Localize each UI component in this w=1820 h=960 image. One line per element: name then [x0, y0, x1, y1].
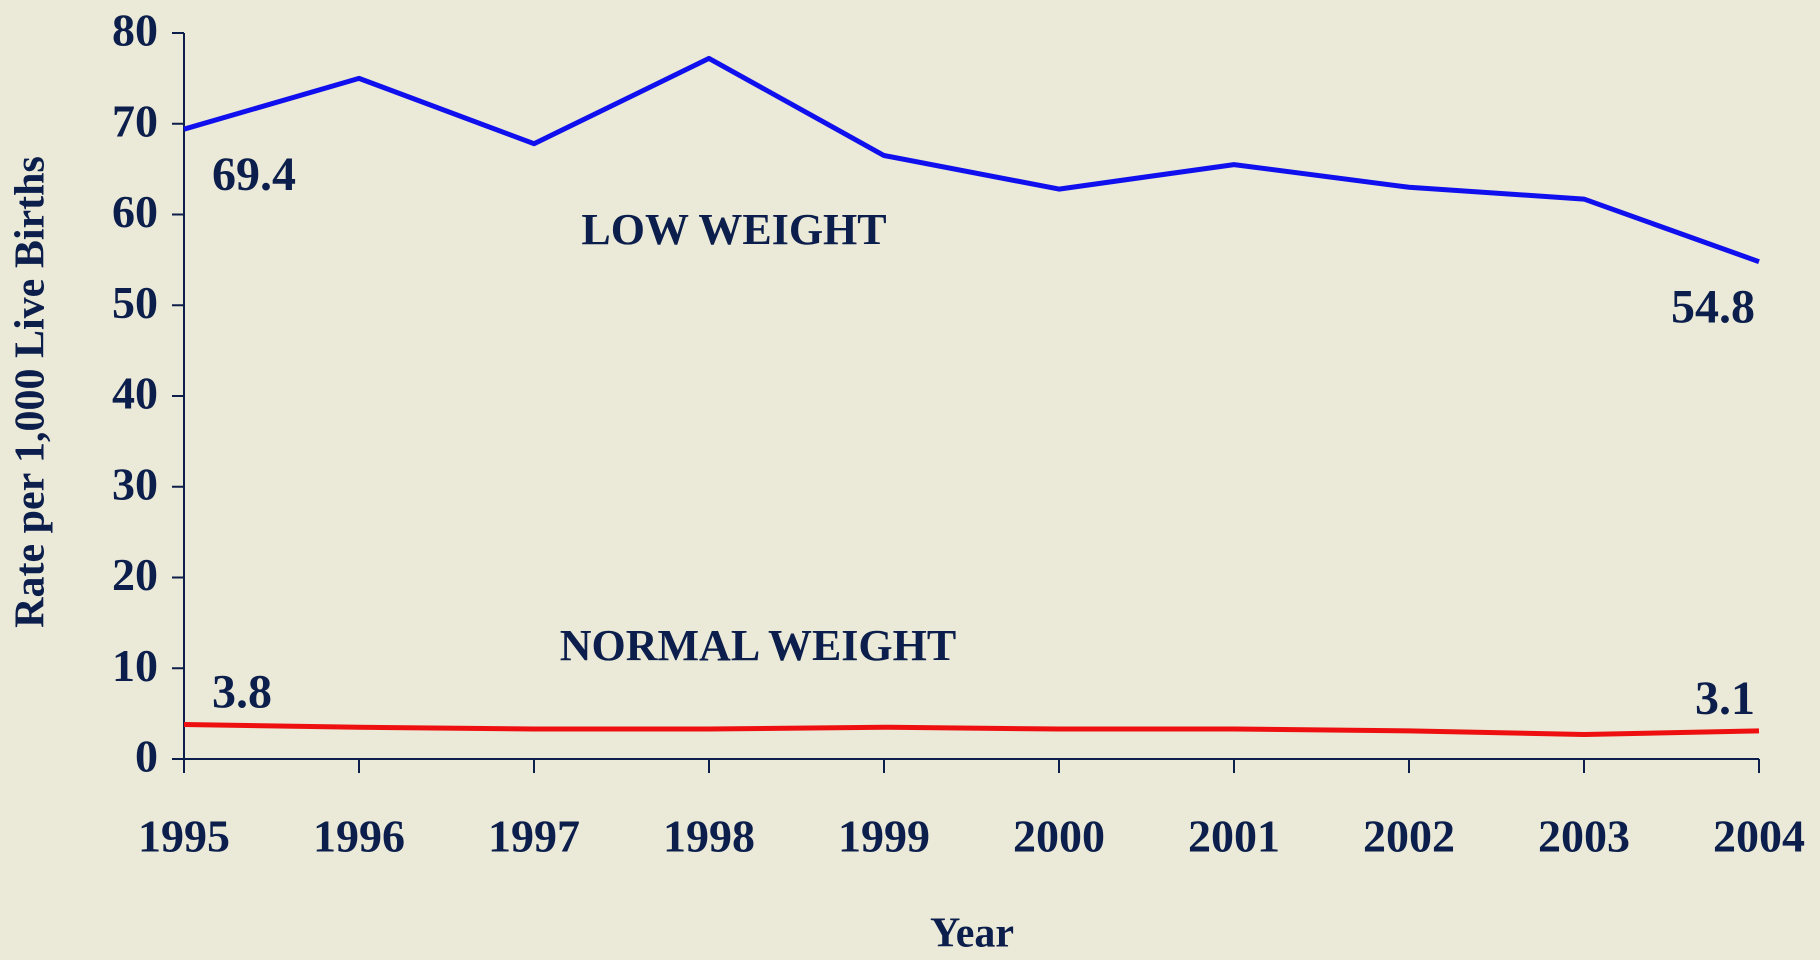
x-tick-label: 1995 — [138, 811, 230, 862]
y-tick-label: 40 — [112, 368, 158, 419]
y-tick-label: 20 — [112, 549, 158, 600]
x-tick-label: 2000 — [1013, 811, 1105, 862]
data-label: 3.8 — [212, 666, 272, 719]
y-tick-label: 0 — [135, 731, 158, 782]
y-tick-label: 80 — [112, 5, 158, 56]
x-tick-label: 1999 — [838, 811, 930, 862]
x-axis-label: Year — [930, 911, 1014, 957]
x-tick-label: 1996 — [313, 811, 405, 862]
data-label: 3.1 — [1695, 672, 1755, 725]
data-label: 54.8 — [1671, 281, 1755, 334]
data-label: 69.4 — [212, 148, 296, 201]
x-tick-label: 1997 — [488, 811, 580, 862]
series-line — [183, 722, 1760, 737]
series-name: LOW WEIGHT — [581, 205, 886, 254]
x-tick-label: 2004 — [1713, 811, 1805, 862]
x-tick-label: 2002 — [1363, 811, 1455, 862]
y-tick-label: 60 — [112, 186, 158, 237]
y-tick-label: 70 — [112, 95, 158, 146]
x-tick-label: 2003 — [1538, 811, 1630, 862]
y-tick-label: 10 — [112, 640, 158, 691]
series-line — [183, 55, 1760, 265]
y-tick-label: 30 — [112, 458, 158, 509]
x-tick-label: 2001 — [1188, 811, 1280, 862]
y-axis-label: Rate per 1,000 Live Births — [8, 156, 54, 628]
x-tick-label: 1998 — [663, 811, 755, 862]
y-tick-label: 50 — [112, 277, 158, 328]
series-name: NORMAL WEIGHT — [560, 621, 956, 670]
